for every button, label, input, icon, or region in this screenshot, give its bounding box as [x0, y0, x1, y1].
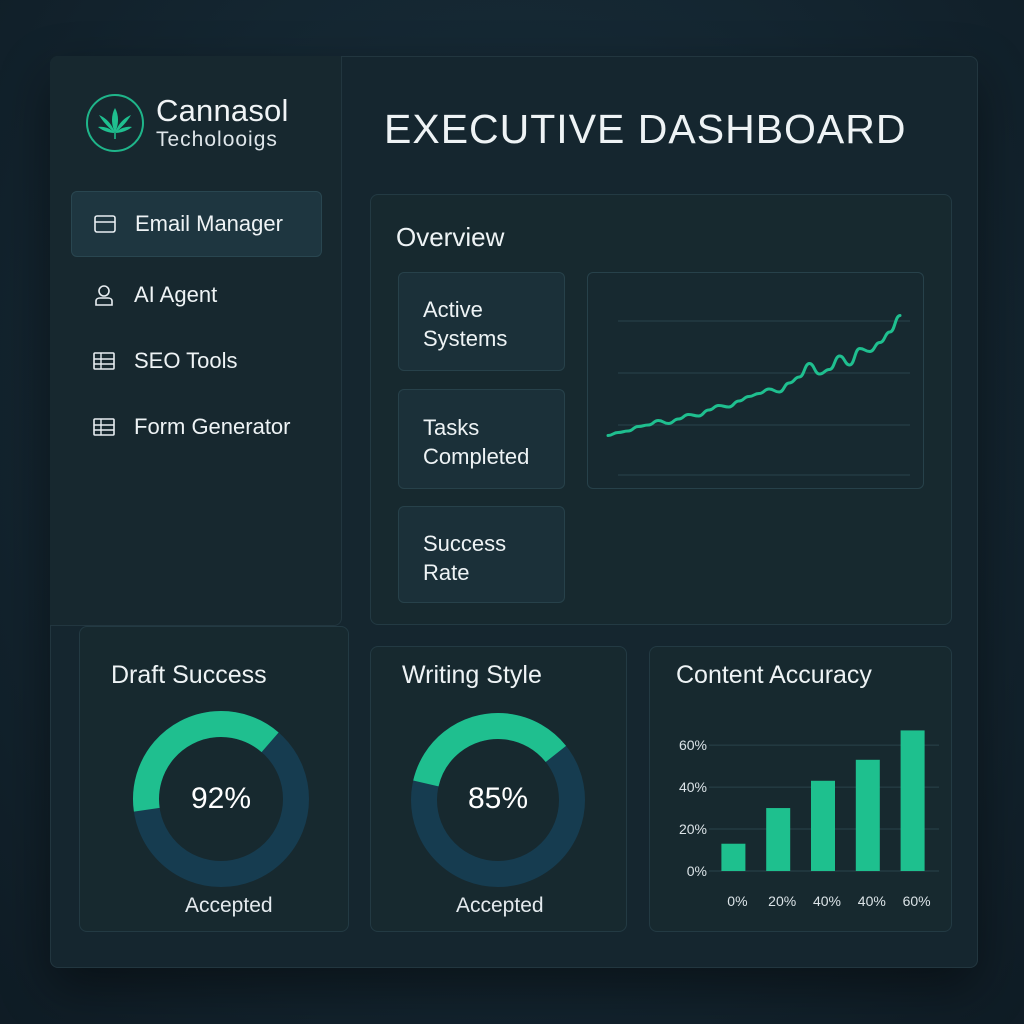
- sidebar: [50, 56, 342, 626]
- user-icon: [93, 284, 115, 306]
- sidebar-item-label: AI Agent: [134, 282, 218, 307]
- stat-card-success-rate[interactable]: Success Rate: [398, 506, 565, 603]
- stat-card-active-systems[interactable]: Active Systems: [398, 272, 565, 371]
- stat-card-tasks-completed[interactable]: Tasks Completed: [398, 389, 565, 489]
- stat-card-label: Rate: [423, 560, 470, 585]
- sidebar-item-email-manager[interactable]: Email Manager: [71, 191, 322, 257]
- grid-icon: [93, 416, 115, 438]
- trend-line-chart: [606, 314, 910, 476]
- writing-style-title: Writing Style: [402, 661, 542, 689]
- bar: [811, 780, 835, 871]
- content-accuracy-bar-chart: 0% 20% 40% 60% 0% 20% 40% 40% 60%: [679, 730, 939, 909]
- x-tick-label: 0%: [727, 893, 747, 909]
- draft-success-value: 92%: [190, 782, 252, 815]
- sidebar-item-label: Email Manager: [135, 211, 283, 236]
- writing-style-caption: Accepted: [456, 894, 544, 917]
- sidebar-item-label: Form Generator: [134, 414, 291, 439]
- card-icon: [94, 213, 116, 235]
- x-tick-label: 60%: [903, 893, 931, 909]
- trend-chart-panel: [587, 272, 924, 489]
- sidebar-item-form-generator[interactable]: Form Generator: [71, 394, 322, 460]
- stat-card-label: Active: [423, 297, 483, 322]
- bar: [721, 843, 746, 871]
- stat-card-label: Systems: [423, 326, 508, 351]
- bar: [855, 759, 880, 871]
- writing-style-donut: [411, 713, 585, 888]
- x-tick-label: 40%: [813, 893, 841, 909]
- page-title: EXECUTIVE DASHBOARD: [384, 106, 907, 152]
- grid-icon: [93, 350, 115, 372]
- y-tick-label: 20%: [679, 821, 707, 837]
- bar: [766, 808, 791, 871]
- y-tick-label: 0%: [687, 863, 707, 879]
- draft-success-caption: Accepted: [185, 894, 273, 917]
- draft-success-title: Draft Success: [111, 661, 267, 689]
- content-accuracy-title: Content Accuracy: [676, 661, 872, 689]
- stat-card-label: Tasks: [423, 415, 480, 440]
- sidebar-item-label: SEO Tools: [134, 348, 238, 373]
- draft-success-donut: [132, 711, 309, 887]
- stat-card-label: Completed: [423, 444, 530, 469]
- bar: [900, 730, 925, 871]
- x-tick-label: 20%: [768, 893, 796, 909]
- writing-style-value: 85%: [467, 782, 529, 815]
- donut-arc: [132, 711, 309, 887]
- y-tick-label: 60%: [679, 737, 707, 753]
- overview-title: Overview: [396, 222, 505, 252]
- stat-card-label: Success: [423, 531, 507, 556]
- sidebar-item-seo-tools[interactable]: SEO Tools: [71, 328, 322, 394]
- donut-arc: [411, 713, 585, 888]
- y-tick-label: 40%: [679, 779, 707, 795]
- sidebar-item-ai-agent[interactable]: AI Agent: [71, 262, 322, 328]
- trend-line-series: [606, 314, 902, 437]
- brand-logo[interactable]: Cannasol Techolooigs: [86, 94, 289, 152]
- brand-subtitle: Techolooigs: [156, 128, 278, 152]
- x-tick-label: 40%: [858, 893, 886, 909]
- cannabis-leaf-icon: [86, 94, 144, 152]
- brand-name: Cannasol: [156, 92, 289, 128]
